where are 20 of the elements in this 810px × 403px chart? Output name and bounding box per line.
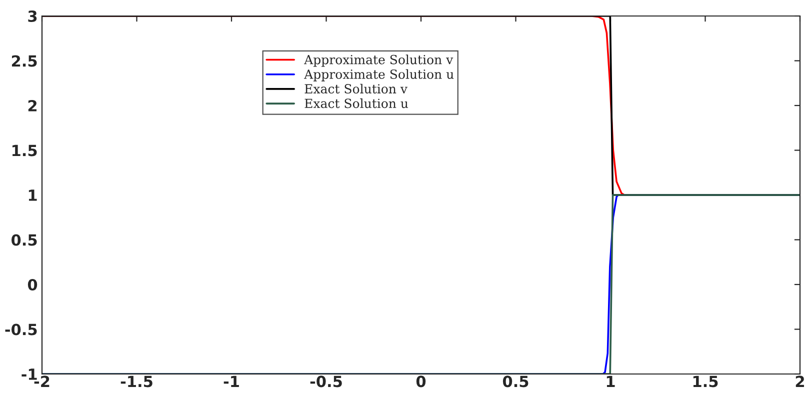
x-tick-label: 1.5 <box>693 376 718 388</box>
y-tick-label: 0 <box>28 278 38 291</box>
x-tick-label: 0 <box>416 376 426 388</box>
y-tick-label: -0.5 <box>5 324 37 336</box>
legend-label: Exact Solution v <box>304 84 408 94</box>
legend-label: Exact Solution u <box>304 98 408 108</box>
x-tick-label: -1.5 <box>120 376 152 388</box>
x-tick-label: 2 <box>796 376 804 387</box>
legend-label: Approximate Solution v <box>304 54 454 67</box>
x-tick-label: -1 <box>224 376 239 387</box>
y-tick-label: 1 <box>28 190 37 201</box>
y-tick-label: 0.5 <box>12 234 37 246</box>
y-tick-label: 2 <box>28 100 37 112</box>
y-tick-label: 3 <box>28 10 37 22</box>
y-tick-label: 2.5 <box>12 55 37 67</box>
x-tick-label: 0.5 <box>502 376 528 388</box>
x-tick-label: 1 <box>606 376 615 387</box>
x-tick-label: -0.5 <box>310 376 342 388</box>
y-tick-label: 1.5 <box>12 144 37 156</box>
legend-label: Approximate Solution u <box>304 69 454 82</box>
